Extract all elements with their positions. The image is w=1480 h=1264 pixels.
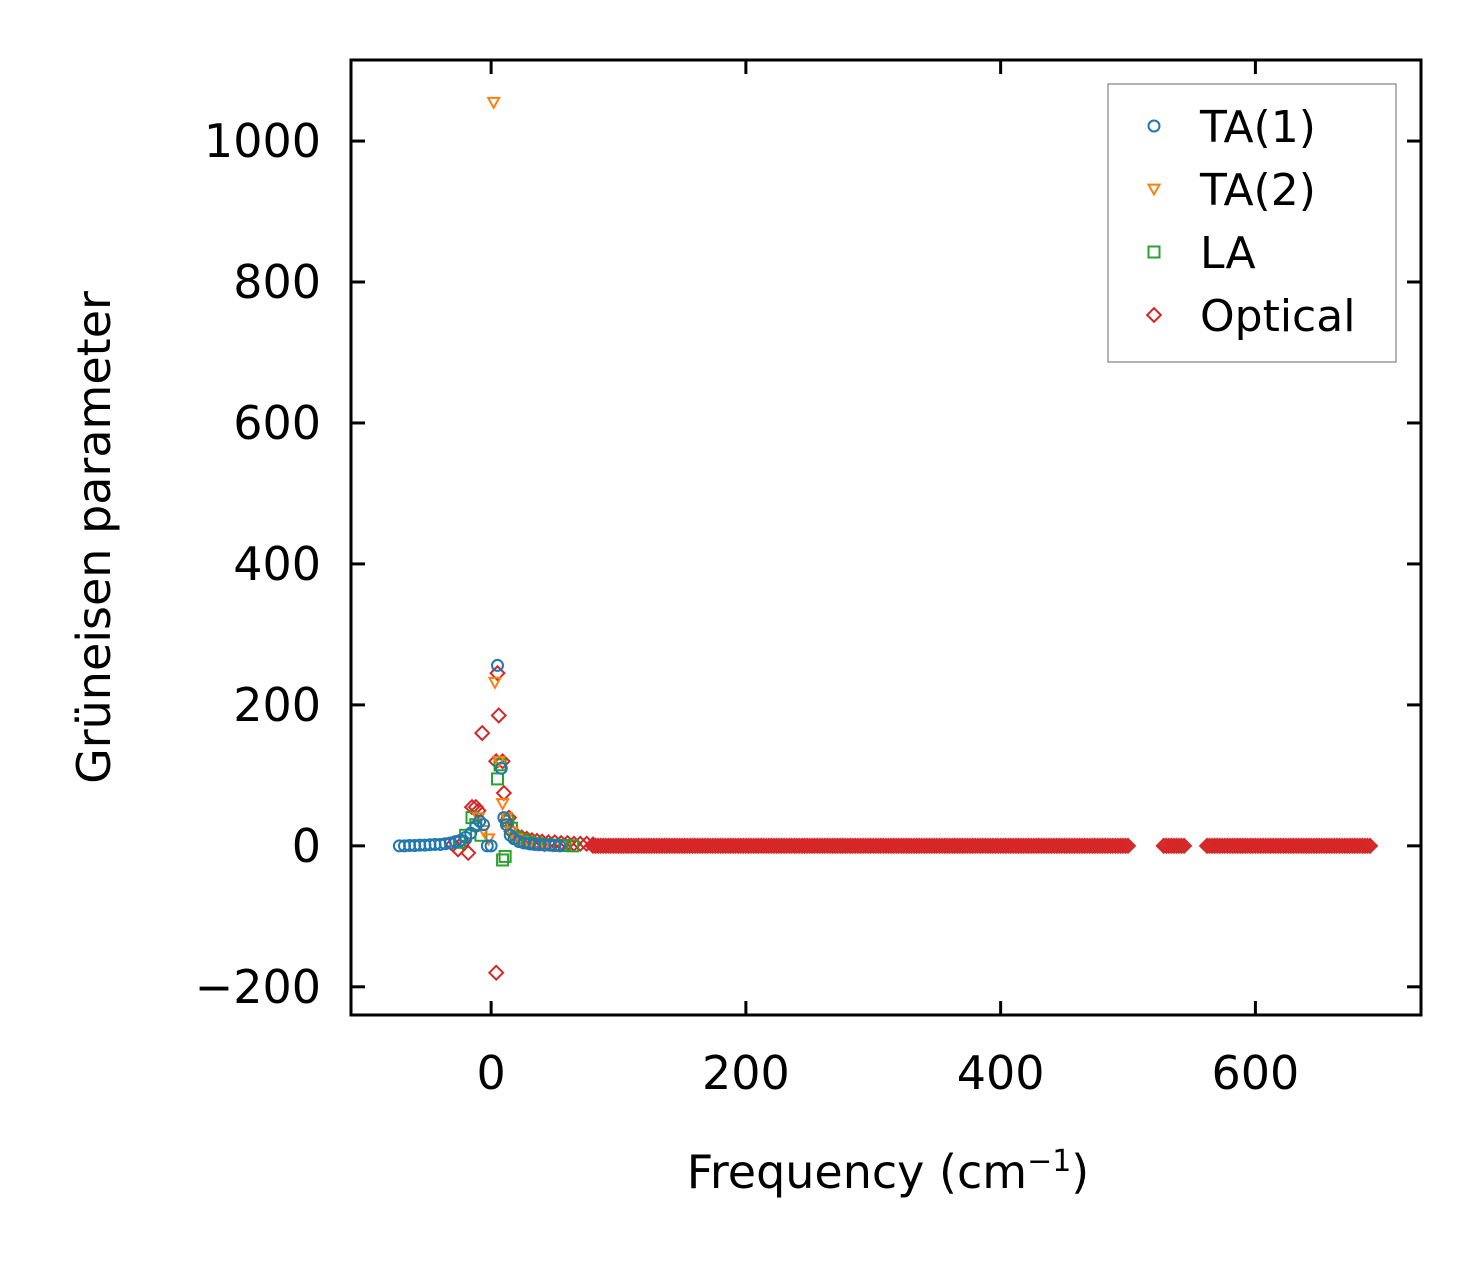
series-ta1 xyxy=(392,658,567,853)
legend-label: TA(2) xyxy=(1199,165,1316,216)
x-axis-label: Frequency (cm−1) xyxy=(687,1144,1090,1200)
legend-label: TA(1) xyxy=(1199,102,1316,153)
y-tick-label: 800 xyxy=(233,255,321,309)
data-point xyxy=(480,839,494,853)
y-tick-label: −200 xyxy=(195,960,321,1014)
y-tick-label: 600 xyxy=(233,396,321,450)
data-point xyxy=(548,838,562,852)
optical-band-point xyxy=(1117,837,1134,855)
optical-band-point xyxy=(1359,837,1376,855)
y-tick-label: 200 xyxy=(233,678,321,732)
data-point xyxy=(484,839,498,853)
plot-frame xyxy=(349,58,1423,1017)
data-point xyxy=(491,755,506,769)
data-point xyxy=(537,839,552,853)
legend-marker xyxy=(1147,119,1161,133)
optical-band-point xyxy=(1119,837,1137,855)
optical-band-point xyxy=(1112,837,1129,855)
data-point xyxy=(584,836,602,853)
optical-band-point xyxy=(1114,837,1132,855)
x-axis-label-close: ) xyxy=(1071,1145,1089,1199)
data-point xyxy=(476,818,490,832)
x-tick-label: 200 xyxy=(702,1046,790,1100)
data-point xyxy=(494,761,508,775)
optical-band-point xyxy=(1170,837,1188,855)
x-tick-label: 600 xyxy=(1211,1046,1299,1100)
data-point xyxy=(473,814,487,828)
data-point xyxy=(459,844,477,862)
data-point xyxy=(553,839,567,853)
legend-marker xyxy=(1146,183,1162,197)
data-point xyxy=(498,849,512,863)
data-point xyxy=(487,964,505,982)
optical-band-point xyxy=(1175,837,1193,855)
legend-marker xyxy=(1145,306,1163,324)
data-point xyxy=(571,835,589,853)
data-point xyxy=(497,811,511,825)
optical-band-point xyxy=(1168,837,1185,855)
data-point xyxy=(490,772,504,786)
optical-band-point xyxy=(1354,837,1371,855)
data-point xyxy=(489,664,506,682)
optical-band-point xyxy=(1173,837,1190,855)
x-axis-label-main: Frequency (cm xyxy=(687,1145,1027,1199)
data-point xyxy=(495,798,510,812)
data-point xyxy=(487,676,503,690)
y-tick-label: 400 xyxy=(233,537,321,591)
axis-ticks: 0 200 400 600 −200 0 200 400 600 800 1000 xyxy=(195,60,1421,1100)
data-point xyxy=(503,828,517,842)
y-tick-label: 1000 xyxy=(204,114,321,168)
data-point xyxy=(490,658,504,672)
x-axis-label-superscript: −1 xyxy=(1027,1144,1071,1179)
series-ta2 xyxy=(471,96,560,854)
data-marks xyxy=(392,96,1379,982)
y-tick-label: 0 xyxy=(292,819,321,873)
legend-label: Optical xyxy=(1200,291,1355,342)
x-tick-label: 400 xyxy=(957,1046,1045,1100)
optical-band-group xyxy=(584,837,1379,855)
data-point xyxy=(496,853,510,867)
optical-band-point xyxy=(1361,837,1379,855)
legend-label: LA xyxy=(1200,228,1256,279)
y-axis-label: Grüneisen parameter xyxy=(67,291,121,784)
data-point xyxy=(490,707,508,724)
data-point xyxy=(578,835,595,853)
legend: TA(1) TA(2) LA Optical xyxy=(1107,83,1397,363)
data-point xyxy=(495,784,513,802)
legend-marker xyxy=(1147,245,1161,259)
x-tick-label: 0 xyxy=(476,1046,505,1100)
data-point xyxy=(486,96,501,110)
data-point xyxy=(566,839,580,853)
optical-band-point xyxy=(1356,837,1374,855)
data-point xyxy=(481,833,496,847)
data-point xyxy=(473,724,491,742)
